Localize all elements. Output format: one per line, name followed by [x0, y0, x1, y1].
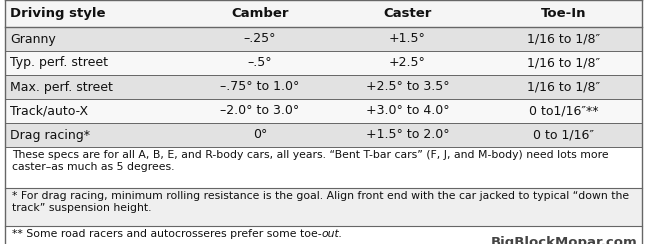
- Text: 0 to1/16″**: 0 to1/16″**: [529, 104, 598, 118]
- Text: +3.0° to 4.0°: +3.0° to 4.0°: [366, 104, 449, 118]
- Text: Caster: Caster: [383, 7, 432, 20]
- Text: 0°: 0°: [253, 129, 267, 142]
- Text: 1/16 to 1/8″: 1/16 to 1/8″: [527, 81, 600, 93]
- Text: –2.0° to 3.0°: –2.0° to 3.0°: [221, 104, 300, 118]
- Bar: [5, 75, 642, 99]
- Text: +2.5° to 3.5°: +2.5° to 3.5°: [366, 81, 449, 93]
- Text: Drag racing*: Drag racing*: [10, 129, 91, 142]
- Text: +1.5°: +1.5°: [389, 32, 426, 45]
- Text: –.5°: –.5°: [248, 57, 272, 70]
- Bar: [5, 0, 642, 27]
- Text: ** Some road racers and autocrosseres prefer some toe-: ** Some road racers and autocrosseres pr…: [12, 229, 322, 239]
- Text: Granny: Granny: [10, 32, 56, 45]
- Bar: [5, 123, 642, 147]
- Text: 1/16 to 1/8″: 1/16 to 1/8″: [527, 32, 600, 45]
- Text: Driving style: Driving style: [10, 7, 106, 20]
- Bar: [5, 99, 642, 123]
- Text: +2.5°: +2.5°: [389, 57, 426, 70]
- Text: 0 to 1/16″: 0 to 1/16″: [533, 129, 594, 142]
- Text: * For drag racing, minimum rolling resistance is the goal. Align front end with : * For drag racing, minimum rolling resis…: [12, 191, 629, 213]
- Bar: [5, 226, 642, 244]
- Text: Typ. perf. street: Typ. perf. street: [10, 57, 108, 70]
- Text: 1/16 to 1/8″: 1/16 to 1/8″: [527, 57, 600, 70]
- Bar: [5, 27, 642, 51]
- Text: –.25°: –.25°: [244, 32, 276, 45]
- Bar: [5, 51, 642, 75]
- Text: Track/auto-X: Track/auto-X: [10, 104, 89, 118]
- Text: –.75° to 1.0°: –.75° to 1.0°: [221, 81, 300, 93]
- Text: Toe-In: Toe-In: [541, 7, 586, 20]
- Bar: [5, 147, 642, 188]
- Text: out.: out.: [322, 229, 342, 239]
- Text: Max. perf. street: Max. perf. street: [10, 81, 113, 93]
- Text: Camber: Camber: [231, 7, 289, 20]
- Text: BigBlockMopar.com: BigBlockMopar.com: [490, 236, 637, 244]
- Bar: [5, 188, 642, 226]
- Text: +1.5° to 2.0°: +1.5° to 2.0°: [366, 129, 449, 142]
- Text: These specs are for all A, B, E, and R-body cars, all years. “Bent T-bar cars” (: These specs are for all A, B, E, and R-b…: [12, 150, 608, 172]
